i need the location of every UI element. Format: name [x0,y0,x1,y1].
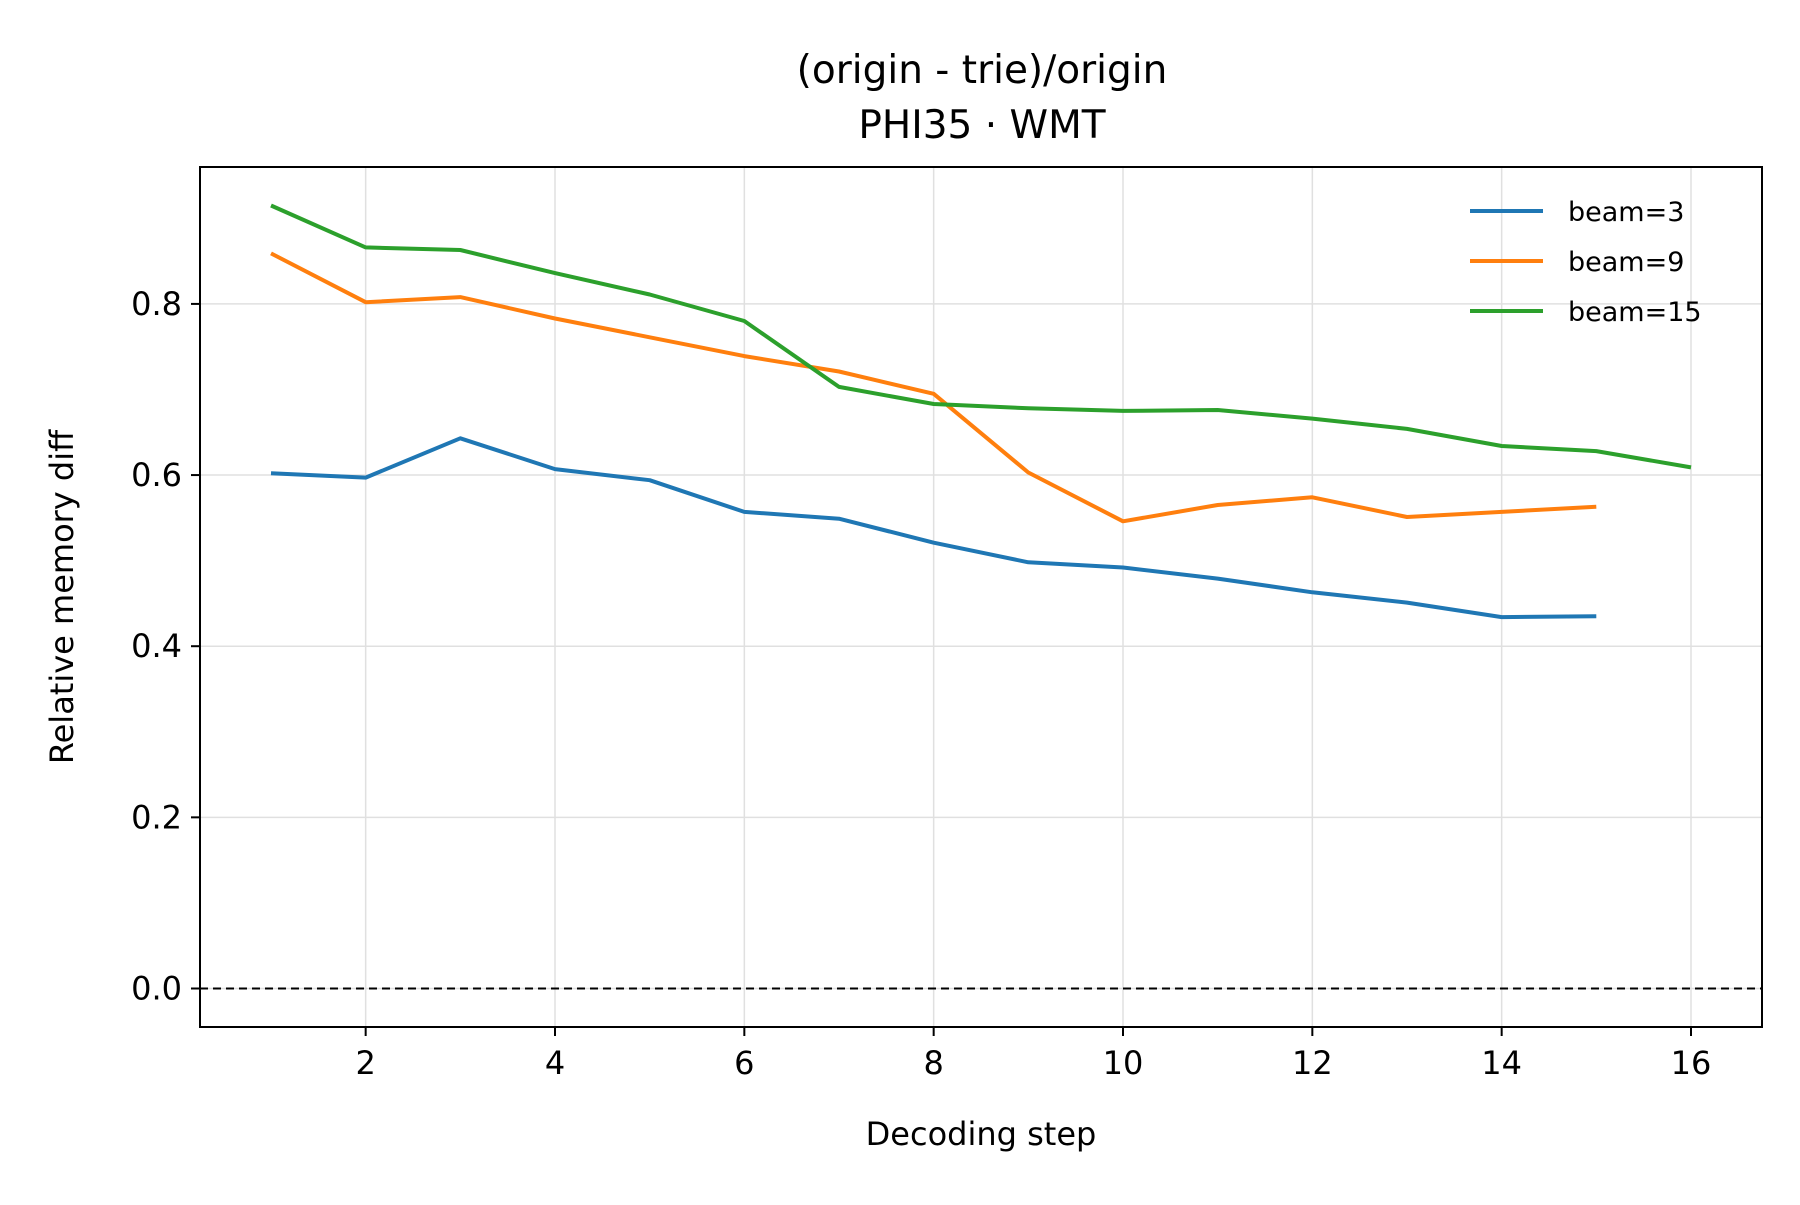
series-line-beam-3 [270,436,1597,620]
legend: beam=3 beam=9 beam=15 [1470,197,1702,328]
y-tick-label: 0.0 [131,969,182,1007]
series-line-beam-9 [270,251,1597,524]
legend-label-beam-9: beam=9 [1568,247,1684,278]
y-axis-label: Relative memory diff [43,429,81,764]
x-tick-label: 16 [1671,1044,1712,1082]
y-tick-label: 0.2 [131,798,182,836]
x-tick-label: 8 [923,1044,943,1082]
y-tick-label: 0.6 [131,456,182,494]
x-tick-label: 2 [355,1044,375,1082]
x-tick-label: 4 [545,1044,565,1082]
plot-area-frame [199,166,1763,1028]
x-tick-label: 6 [734,1044,754,1082]
x-axis-ticks: 2 4 6 8 10 12 14 16 [355,1027,1711,1082]
chart-subtitle: PHI35 · WMT [858,103,1105,148]
series-lines [270,203,1692,620]
y-axis-ticks: 0.0 0.2 0.4 0.6 0.8 [131,285,200,1007]
x-axis-label: Decoding step [866,1115,1097,1153]
x-tick-label: 10 [1103,1044,1144,1082]
chart-title: (origin - trie)/origin [797,48,1168,93]
series-line-beam-15 [270,203,1692,470]
legend-label-beam-3: beam=3 [1568,197,1684,228]
y-tick-label: 0.4 [131,627,182,665]
y-tick-label: 0.8 [131,285,182,323]
x-tick-label: 12 [1292,1044,1333,1082]
x-tick-label: 14 [1481,1044,1522,1082]
legend-label-beam-15: beam=15 [1568,297,1702,328]
